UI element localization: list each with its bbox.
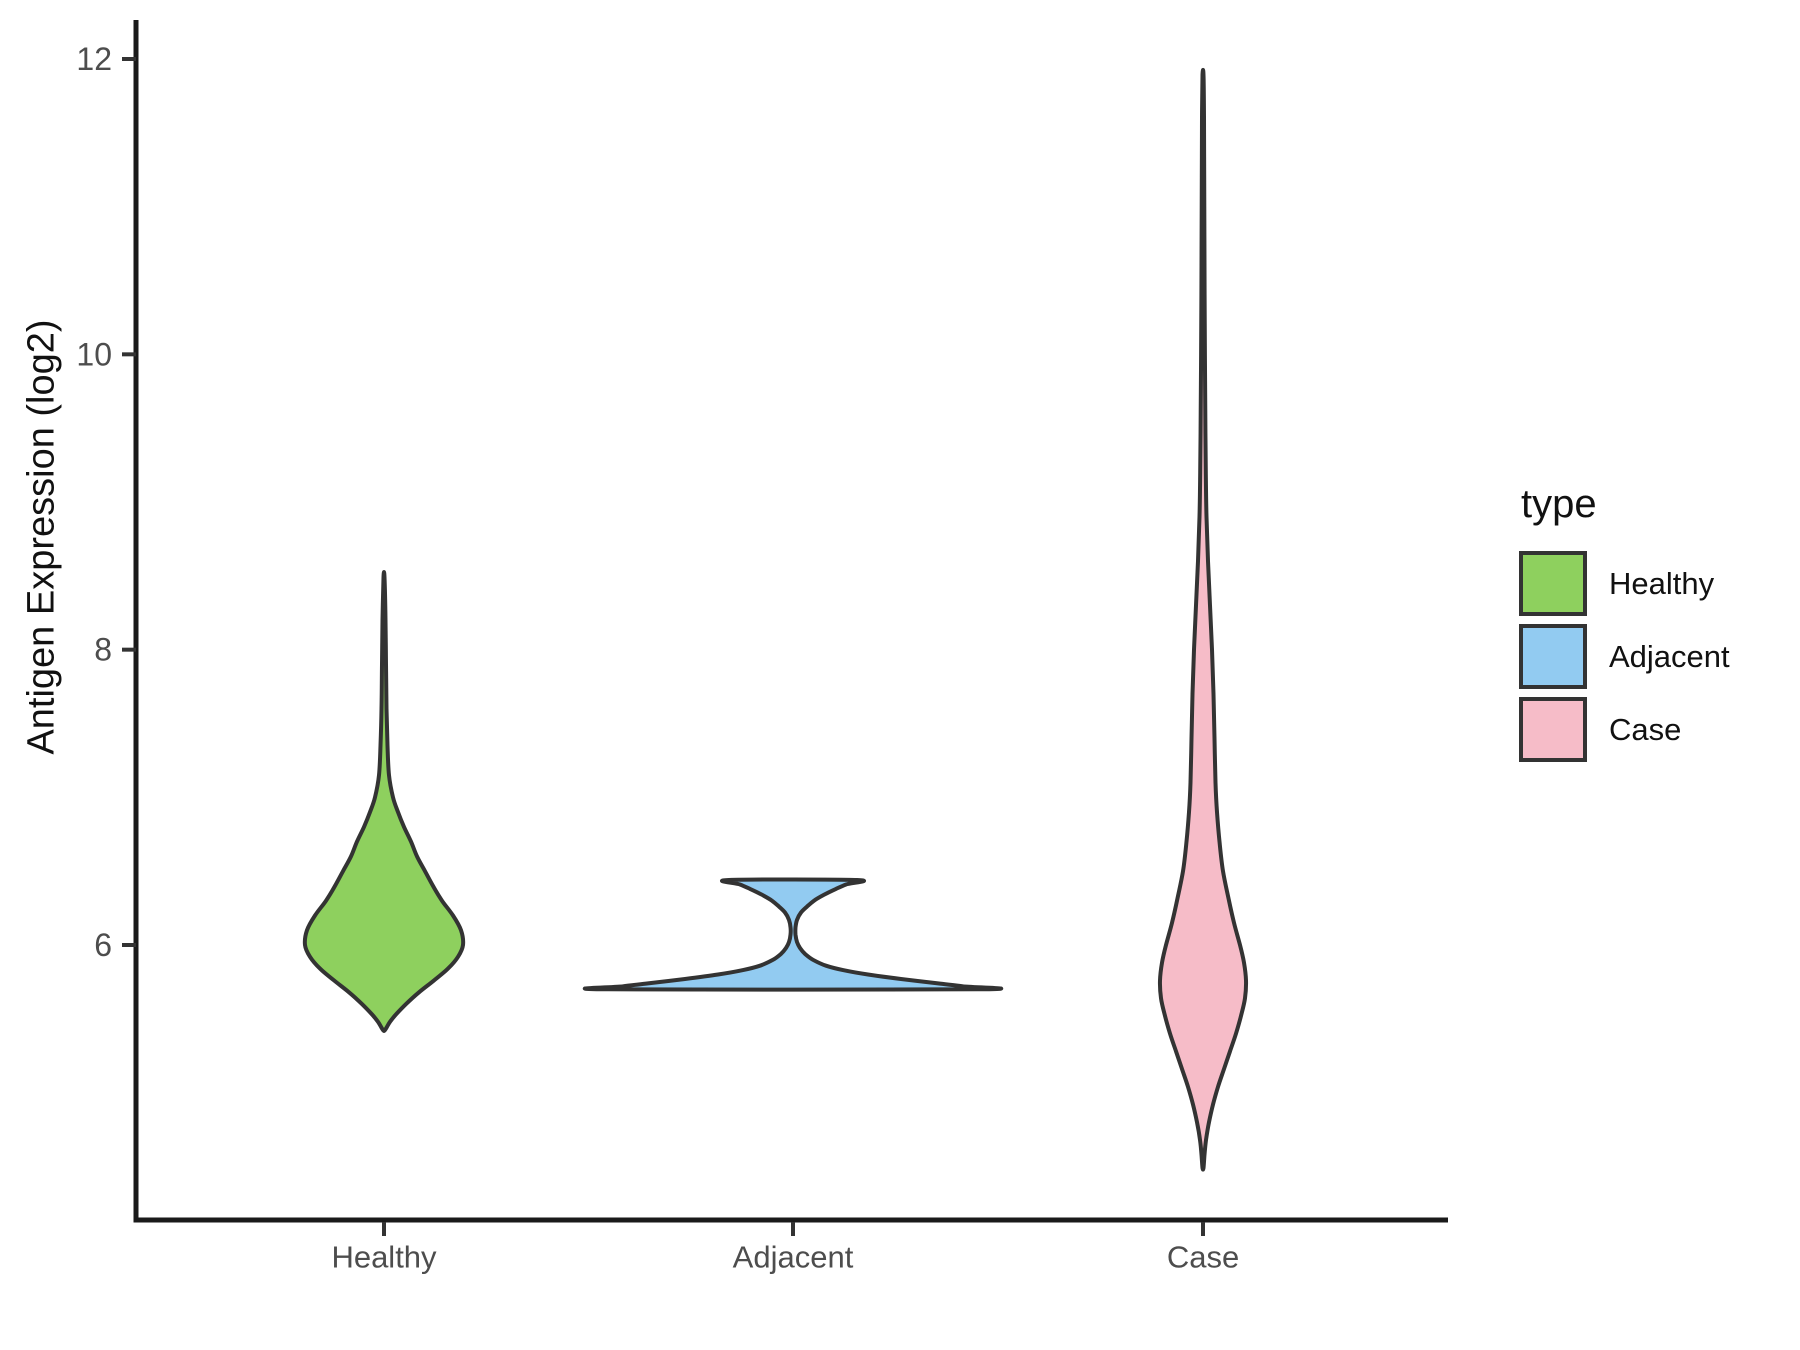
x-tick-label: Adjacent	[733, 1240, 854, 1275]
y-tick-label: 6	[94, 927, 112, 963]
y-tick-label: 10	[76, 336, 112, 372]
y-tick-label: 8	[94, 632, 112, 668]
legend-title: type	[1521, 482, 1597, 526]
legend-label: Healthy	[1609, 566, 1715, 601]
legend-label: Case	[1609, 712, 1682, 747]
violin-healthy	[302, 569, 466, 1033]
legend-swatch-healthy	[1519, 551, 1587, 616]
violin-adjacent	[582, 877, 1004, 992]
legend: type Healthy Adjacent Case	[1519, 482, 1730, 770]
x-tick-label: Case	[1167, 1240, 1239, 1275]
legend-entry-case: Case	[1519, 697, 1730, 762]
legend-entries: Healthy Adjacent Case	[1519, 551, 1730, 762]
legend-entry-healthy: Healthy	[1519, 551, 1730, 616]
legend-swatch-case	[1519, 697, 1587, 762]
y-axis-title: Antigen Expression (log2)	[20, 319, 63, 755]
y-tick-label: 12	[76, 41, 112, 77]
legend-swatch-adjacent	[1519, 624, 1587, 689]
legend-entry-adjacent: Adjacent	[1519, 624, 1730, 689]
x-tick-label: Healthy	[331, 1240, 437, 1275]
legend-label: Adjacent	[1609, 639, 1730, 674]
violin-case	[1157, 67, 1249, 1172]
